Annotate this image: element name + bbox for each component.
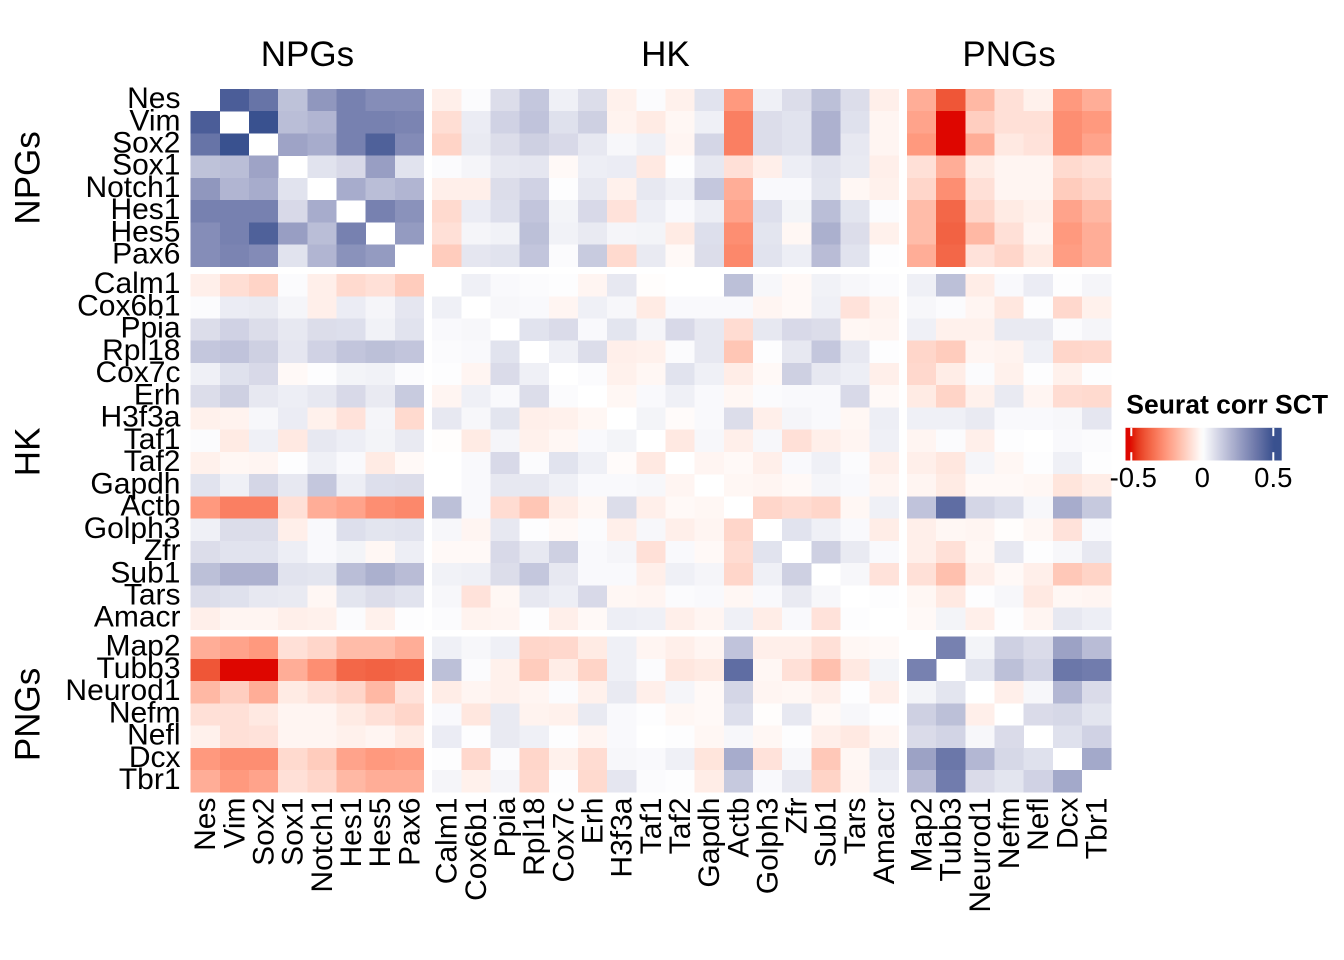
svg-text:Vim: Vim (129, 104, 180, 137)
svg-text:Pax6: Pax6 (112, 238, 180, 271)
svg-text:Cox6b1: Cox6b1 (77, 289, 180, 322)
svg-text:Taf2: Taf2 (124, 445, 181, 478)
svg-text:Hes1: Hes1 (110, 193, 180, 226)
svg-text:Notch1: Notch1 (85, 171, 180, 204)
svg-text:Sub1: Sub1 (810, 798, 843, 868)
svg-text:Gapdh: Gapdh (90, 467, 180, 500)
svg-text:Amacr: Amacr (868, 798, 901, 885)
svg-text:Tbr1: Tbr1 (1081, 798, 1114, 860)
svg-text:Vim: Vim (218, 798, 251, 849)
svg-text:Actb: Actb (722, 798, 755, 858)
svg-text:Neurod1: Neurod1 (65, 674, 180, 707)
svg-text:Nefm: Nefm (109, 696, 181, 729)
svg-text:Sox1: Sox1 (277, 798, 310, 866)
svg-text:Gapdh: Gapdh (693, 798, 726, 888)
svg-text:Tars: Tars (124, 579, 181, 612)
svg-text:Seurat corr SCT: Seurat corr SCT (1126, 389, 1328, 419)
svg-text:Hes5: Hes5 (110, 216, 180, 249)
svg-text:Sox2: Sox2 (112, 127, 180, 160)
svg-text:Nes: Nes (189, 798, 222, 851)
svg-text:Erh: Erh (576, 798, 609, 845)
svg-text:NPGs: NPGs (8, 131, 47, 224)
svg-text:Cox7c: Cox7c (547, 798, 580, 883)
svg-text:Hes5: Hes5 (364, 798, 397, 868)
svg-text:Sox2: Sox2 (248, 798, 281, 866)
svg-text:Ppia: Ppia (120, 312, 180, 345)
svg-text:Erh: Erh (134, 378, 181, 411)
svg-text:Calm1: Calm1 (94, 267, 181, 300)
svg-text:Nefm: Nefm (993, 798, 1026, 870)
svg-text:Map2: Map2 (906, 798, 939, 873)
svg-text:Tars: Tars (839, 798, 872, 855)
svg-text:PNGs: PNGs (962, 35, 1055, 74)
svg-text:Taf2: Taf2 (664, 798, 697, 855)
svg-text:Taf1: Taf1 (124, 423, 181, 456)
svg-text:Cox6b1: Cox6b1 (460, 798, 493, 901)
svg-text:0: 0 (1195, 462, 1210, 493)
svg-text:Neurod1: Neurod1 (964, 798, 997, 913)
svg-text:Golph3: Golph3 (751, 798, 784, 895)
svg-text:H3f3a: H3f3a (100, 401, 180, 434)
svg-text:Dcx: Dcx (1051, 798, 1084, 850)
svg-text:HK: HK (8, 428, 47, 477)
svg-text:Nefl: Nefl (1022, 798, 1055, 851)
svg-text:PNGs: PNGs (8, 668, 47, 761)
svg-text:HK: HK (641, 35, 690, 74)
svg-text:Taf1: Taf1 (635, 798, 668, 855)
svg-text:H3f3a: H3f3a (606, 797, 639, 877)
svg-text:Map2: Map2 (105, 630, 180, 663)
svg-text:Dcx: Dcx (129, 741, 181, 774)
svg-text:Notch1: Notch1 (306, 798, 339, 893)
svg-text:Tubb3: Tubb3 (97, 652, 181, 685)
svg-text:Actb: Actb (120, 490, 180, 523)
svg-text:Rpl18: Rpl18 (102, 334, 180, 367)
svg-text:0.5: 0.5 (1254, 462, 1292, 493)
svg-text:Rpl18: Rpl18 (518, 798, 551, 876)
svg-text:Tbr1: Tbr1 (119, 763, 181, 796)
svg-text:Ppia: Ppia (489, 797, 522, 857)
svg-text:Nes: Nes (127, 82, 180, 115)
svg-text:Calm1: Calm1 (431, 798, 464, 885)
svg-text:Amacr: Amacr (94, 601, 181, 634)
svg-text:Golph3: Golph3 (84, 512, 181, 545)
svg-text:Zfr: Zfr (781, 797, 814, 834)
svg-text:Tubb3: Tubb3 (935, 798, 968, 882)
svg-text:Pax6: Pax6 (393, 798, 426, 866)
svg-text:-0.5: -0.5 (1110, 462, 1157, 493)
svg-text:NPGs: NPGs (261, 35, 354, 74)
svg-text:Sox1: Sox1 (112, 149, 180, 182)
svg-text:Cox7c: Cox7c (95, 356, 180, 389)
svg-text:Nefl: Nefl (127, 719, 180, 752)
svg-text:Hes1: Hes1 (335, 798, 368, 868)
svg-text:Zfr: Zfr (144, 534, 181, 567)
svg-text:Sub1: Sub1 (110, 556, 180, 589)
